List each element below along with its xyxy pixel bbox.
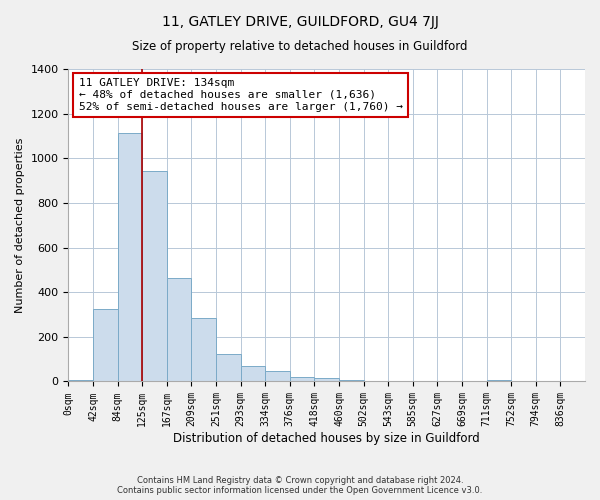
Bar	[339, 380, 364, 382]
X-axis label: Distribution of detached houses by size in Guildford: Distribution of detached houses by size …	[173, 432, 480, 445]
Bar	[142, 170, 167, 382]
Bar	[487, 380, 511, 382]
Bar	[191, 318, 216, 382]
Bar	[118, 132, 142, 382]
Bar	[290, 377, 314, 382]
Text: Contains HM Land Registry data © Crown copyright and database right 2024.
Contai: Contains HM Land Registry data © Crown c…	[118, 476, 482, 495]
Bar	[241, 366, 265, 382]
Bar	[314, 378, 339, 382]
Text: 11 GATLEY DRIVE: 134sqm
← 48% of detached houses are smaller (1,636)
52% of semi: 11 GATLEY DRIVE: 134sqm ← 48% of detache…	[79, 78, 403, 112]
Bar	[167, 278, 191, 382]
Bar	[93, 309, 118, 382]
Bar	[265, 372, 290, 382]
Bar	[216, 354, 241, 382]
Bar	[68, 380, 93, 382]
Y-axis label: Number of detached properties: Number of detached properties	[15, 138, 25, 313]
Text: 11, GATLEY DRIVE, GUILDFORD, GU4 7JJ: 11, GATLEY DRIVE, GUILDFORD, GU4 7JJ	[161, 15, 439, 29]
Text: Size of property relative to detached houses in Guildford: Size of property relative to detached ho…	[132, 40, 468, 53]
